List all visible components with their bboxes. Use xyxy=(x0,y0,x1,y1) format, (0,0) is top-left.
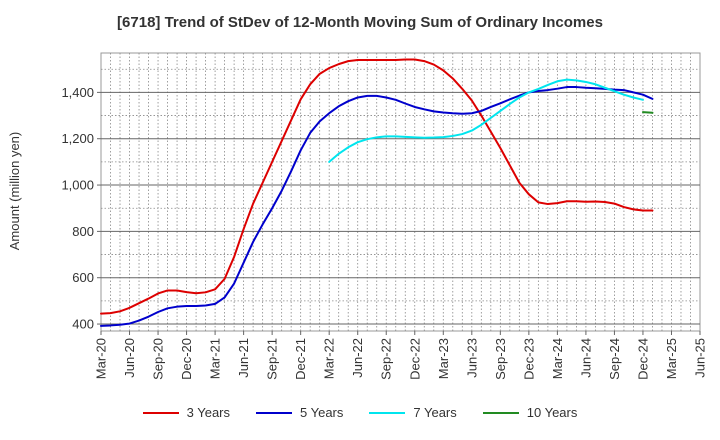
series-line-5-years xyxy=(100,86,654,327)
x-tick-label: Sep-22 xyxy=(379,338,394,380)
y-tick-label: 1,200 xyxy=(61,131,94,146)
chart-title: [6718] Trend of StDev of 12-Month Moving… xyxy=(117,14,603,31)
x-tick-label: Mar-23 xyxy=(436,338,451,379)
x-tick-label: Jun-20 xyxy=(122,338,137,378)
x-tick-label: Jun-22 xyxy=(350,338,365,378)
legend-item: 5 Years xyxy=(256,405,343,420)
x-tick-label: Dec-24 xyxy=(635,338,650,380)
x-tick-label: Dec-23 xyxy=(521,338,536,380)
y-tick-label: 800 xyxy=(72,224,94,239)
grid xyxy=(100,52,701,332)
y-tick-label: 400 xyxy=(72,317,94,332)
legend-item: 10 Years xyxy=(482,405,578,420)
legend-item: 3 Years xyxy=(142,405,230,420)
legend-label: 7 Years xyxy=(413,405,457,420)
legend-item: 7 Years xyxy=(369,405,457,420)
x-tick-label: Mar-20 xyxy=(94,338,109,379)
series-line-7-years xyxy=(328,78,644,163)
legend-swatch xyxy=(256,411,292,414)
legend: 3 Years 5 Years 7 Years 10 Years xyxy=(0,405,720,420)
x-tick-label: Mar-22 xyxy=(322,338,337,379)
series-lines xyxy=(100,58,654,327)
x-tick-label: Jun-24 xyxy=(578,338,593,378)
x-tick-label: Jun-23 xyxy=(464,338,479,378)
x-tick-label: Dec-21 xyxy=(293,338,308,380)
x-tick-label: Jun-25 xyxy=(693,338,708,378)
y-tick-label: 1,400 xyxy=(61,85,94,100)
x-tick-label: Sep-24 xyxy=(607,338,622,380)
legend-swatch xyxy=(482,411,519,414)
legend-swatch xyxy=(369,411,406,414)
legend-label: 3 Years xyxy=(186,405,230,420)
legend-swatch xyxy=(142,411,179,414)
x-tick-label: Mar-24 xyxy=(550,338,565,379)
series-line-10-years xyxy=(641,111,654,114)
x-tick-label: Mar-21 xyxy=(208,338,223,379)
x-tick-label: Jun-21 xyxy=(236,338,251,378)
legend-label: 5 Years xyxy=(300,405,344,420)
y-tick-label: 600 xyxy=(72,270,94,285)
y-tick-label: 1,000 xyxy=(61,178,94,193)
x-tick-label: Mar-25 xyxy=(664,338,679,379)
series-line-3-years xyxy=(100,58,654,315)
x-tick-label: Dec-20 xyxy=(179,338,194,380)
plot-area xyxy=(100,52,701,332)
x-tick-label: Sep-23 xyxy=(493,338,508,380)
x-tick-label: Sep-20 xyxy=(151,338,166,380)
axes: 400 600 800 1,000 1,200 1,400 Mar-20 Jun-20 Sep-… xyxy=(61,85,707,380)
x-tick-label: Dec-22 xyxy=(407,338,422,380)
legend-label: 10 Years xyxy=(526,405,578,420)
y-axis-label: Amount (million yen) xyxy=(7,132,22,251)
x-tick-label: Sep-21 xyxy=(265,338,280,380)
